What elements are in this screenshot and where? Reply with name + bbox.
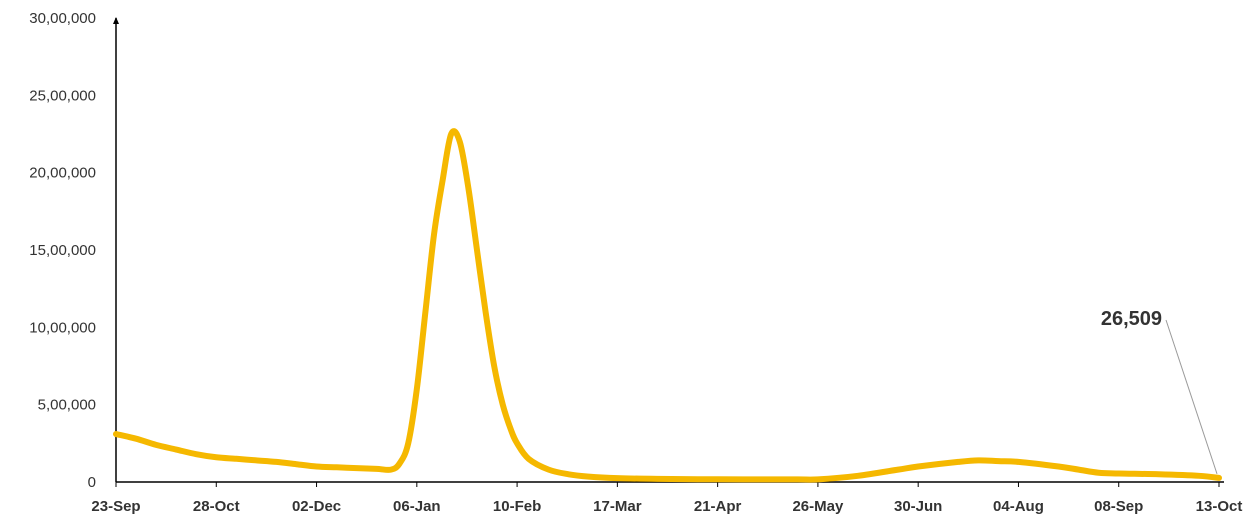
x-tick-label: 21-Apr [694,498,742,515]
y-tick-label: 15,00,000 [29,242,96,259]
x-tick-label: 08-Sep [1094,498,1143,515]
x-tick-label: 10-Feb [493,498,541,515]
x-tick-label: 30-Jun [894,498,942,515]
annotation-group: 26,509 [1101,308,1218,475]
x-tick-label: 04-Aug [993,498,1044,515]
series-line [113,128,1222,483]
x-tick-label: 02-Dec [292,498,341,515]
series-group [113,128,1222,483]
y-tick-label: 5,00,000 [38,397,96,414]
y-tick-label: 30,00,000 [29,10,96,27]
y-axis: 0 5,00,000 10,00,000 15,00,000 20,00,000 25,0… [29,10,119,491]
annotation-label: 26,509 [1101,308,1162,330]
y-tick-label: 20,00,000 [29,165,96,182]
y-tick-label: 0 [88,474,96,491]
x-tick-label: 23-Sep [91,498,140,515]
annotation-leader-line [1165,319,1218,475]
y-tick-label: 25,00,000 [29,87,96,104]
y-tick-label: 10,00,000 [29,319,96,336]
x-axis: 23-Sep 28-Oct 02-Dec 06-Jan 10-Feb 17-Mar 21-A… [91,481,1243,515]
x-tick-label: 17-Mar [593,498,642,515]
y-axis-arrow-icon [113,17,119,24]
x-tick-label: 28-Oct [193,498,240,515]
x-tick-label: 26-May [792,498,844,515]
x-tick-label: 06-Jan [393,498,441,515]
x-tick-label: 13-Oct [1196,498,1243,515]
